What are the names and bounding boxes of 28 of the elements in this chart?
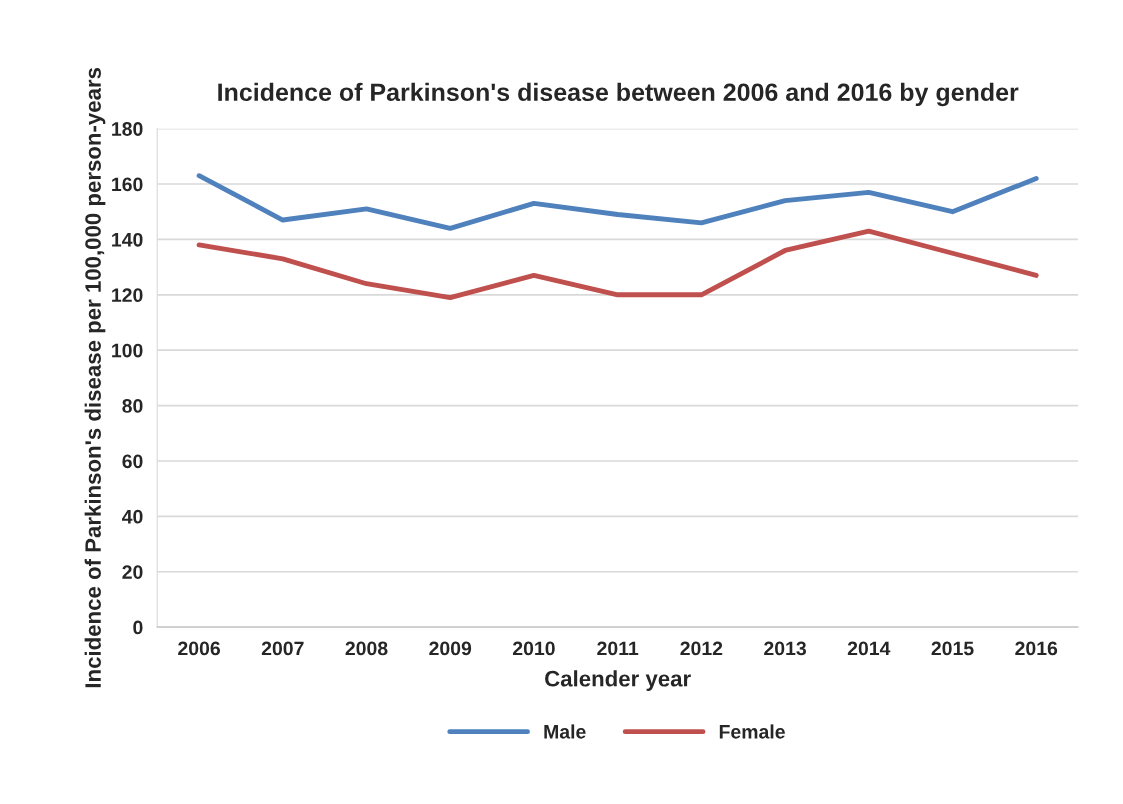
line-series	[196, 228, 1039, 300]
x-tick-label: 2016	[1015, 641, 1058, 656]
x-tick-label: 2008	[345, 641, 388, 656]
y-tick-label: 40	[122, 509, 143, 524]
y-axis-title: Incidence of Parkinson's disease per 100,000 person-years	[84, 67, 106, 688]
x-tick-label: 2012	[680, 641, 723, 656]
x-tick-label: 2013	[764, 641, 807, 656]
x-tick-label: 2011	[597, 641, 639, 656]
y-tick-label: 140	[112, 232, 143, 247]
y-tick-label: 120	[112, 288, 143, 303]
x-tick-label: 2009	[429, 641, 472, 656]
x-tick-label: 2007	[261, 641, 304, 656]
y-tick-label: 20	[122, 565, 143, 579]
x-axis-title: Calender year	[545, 670, 691, 691]
chart-title: Incidence of Parkinson's disease between 2006 and 2016 by gender	[218, 82, 1019, 107]
line-series	[196, 173, 1039, 231]
legend-label: Male	[544, 724, 586, 739]
y-tick-label: 60	[122, 454, 143, 469]
legend-label: Female	[719, 724, 785, 739]
x-tick-label: 2006	[178, 641, 220, 656]
x-tick-label: 2010	[512, 641, 555, 656]
x-tick-label: 2015	[931, 641, 974, 656]
y-tick-label: 80	[122, 399, 143, 413]
y-tick-label: 100	[112, 343, 143, 358]
y-tick-label: 180	[112, 122, 143, 136]
y-tick-label: 0	[133, 620, 143, 635]
y-tick-label: 160	[112, 177, 143, 192]
x-tick-label: 2014	[847, 641, 891, 656]
